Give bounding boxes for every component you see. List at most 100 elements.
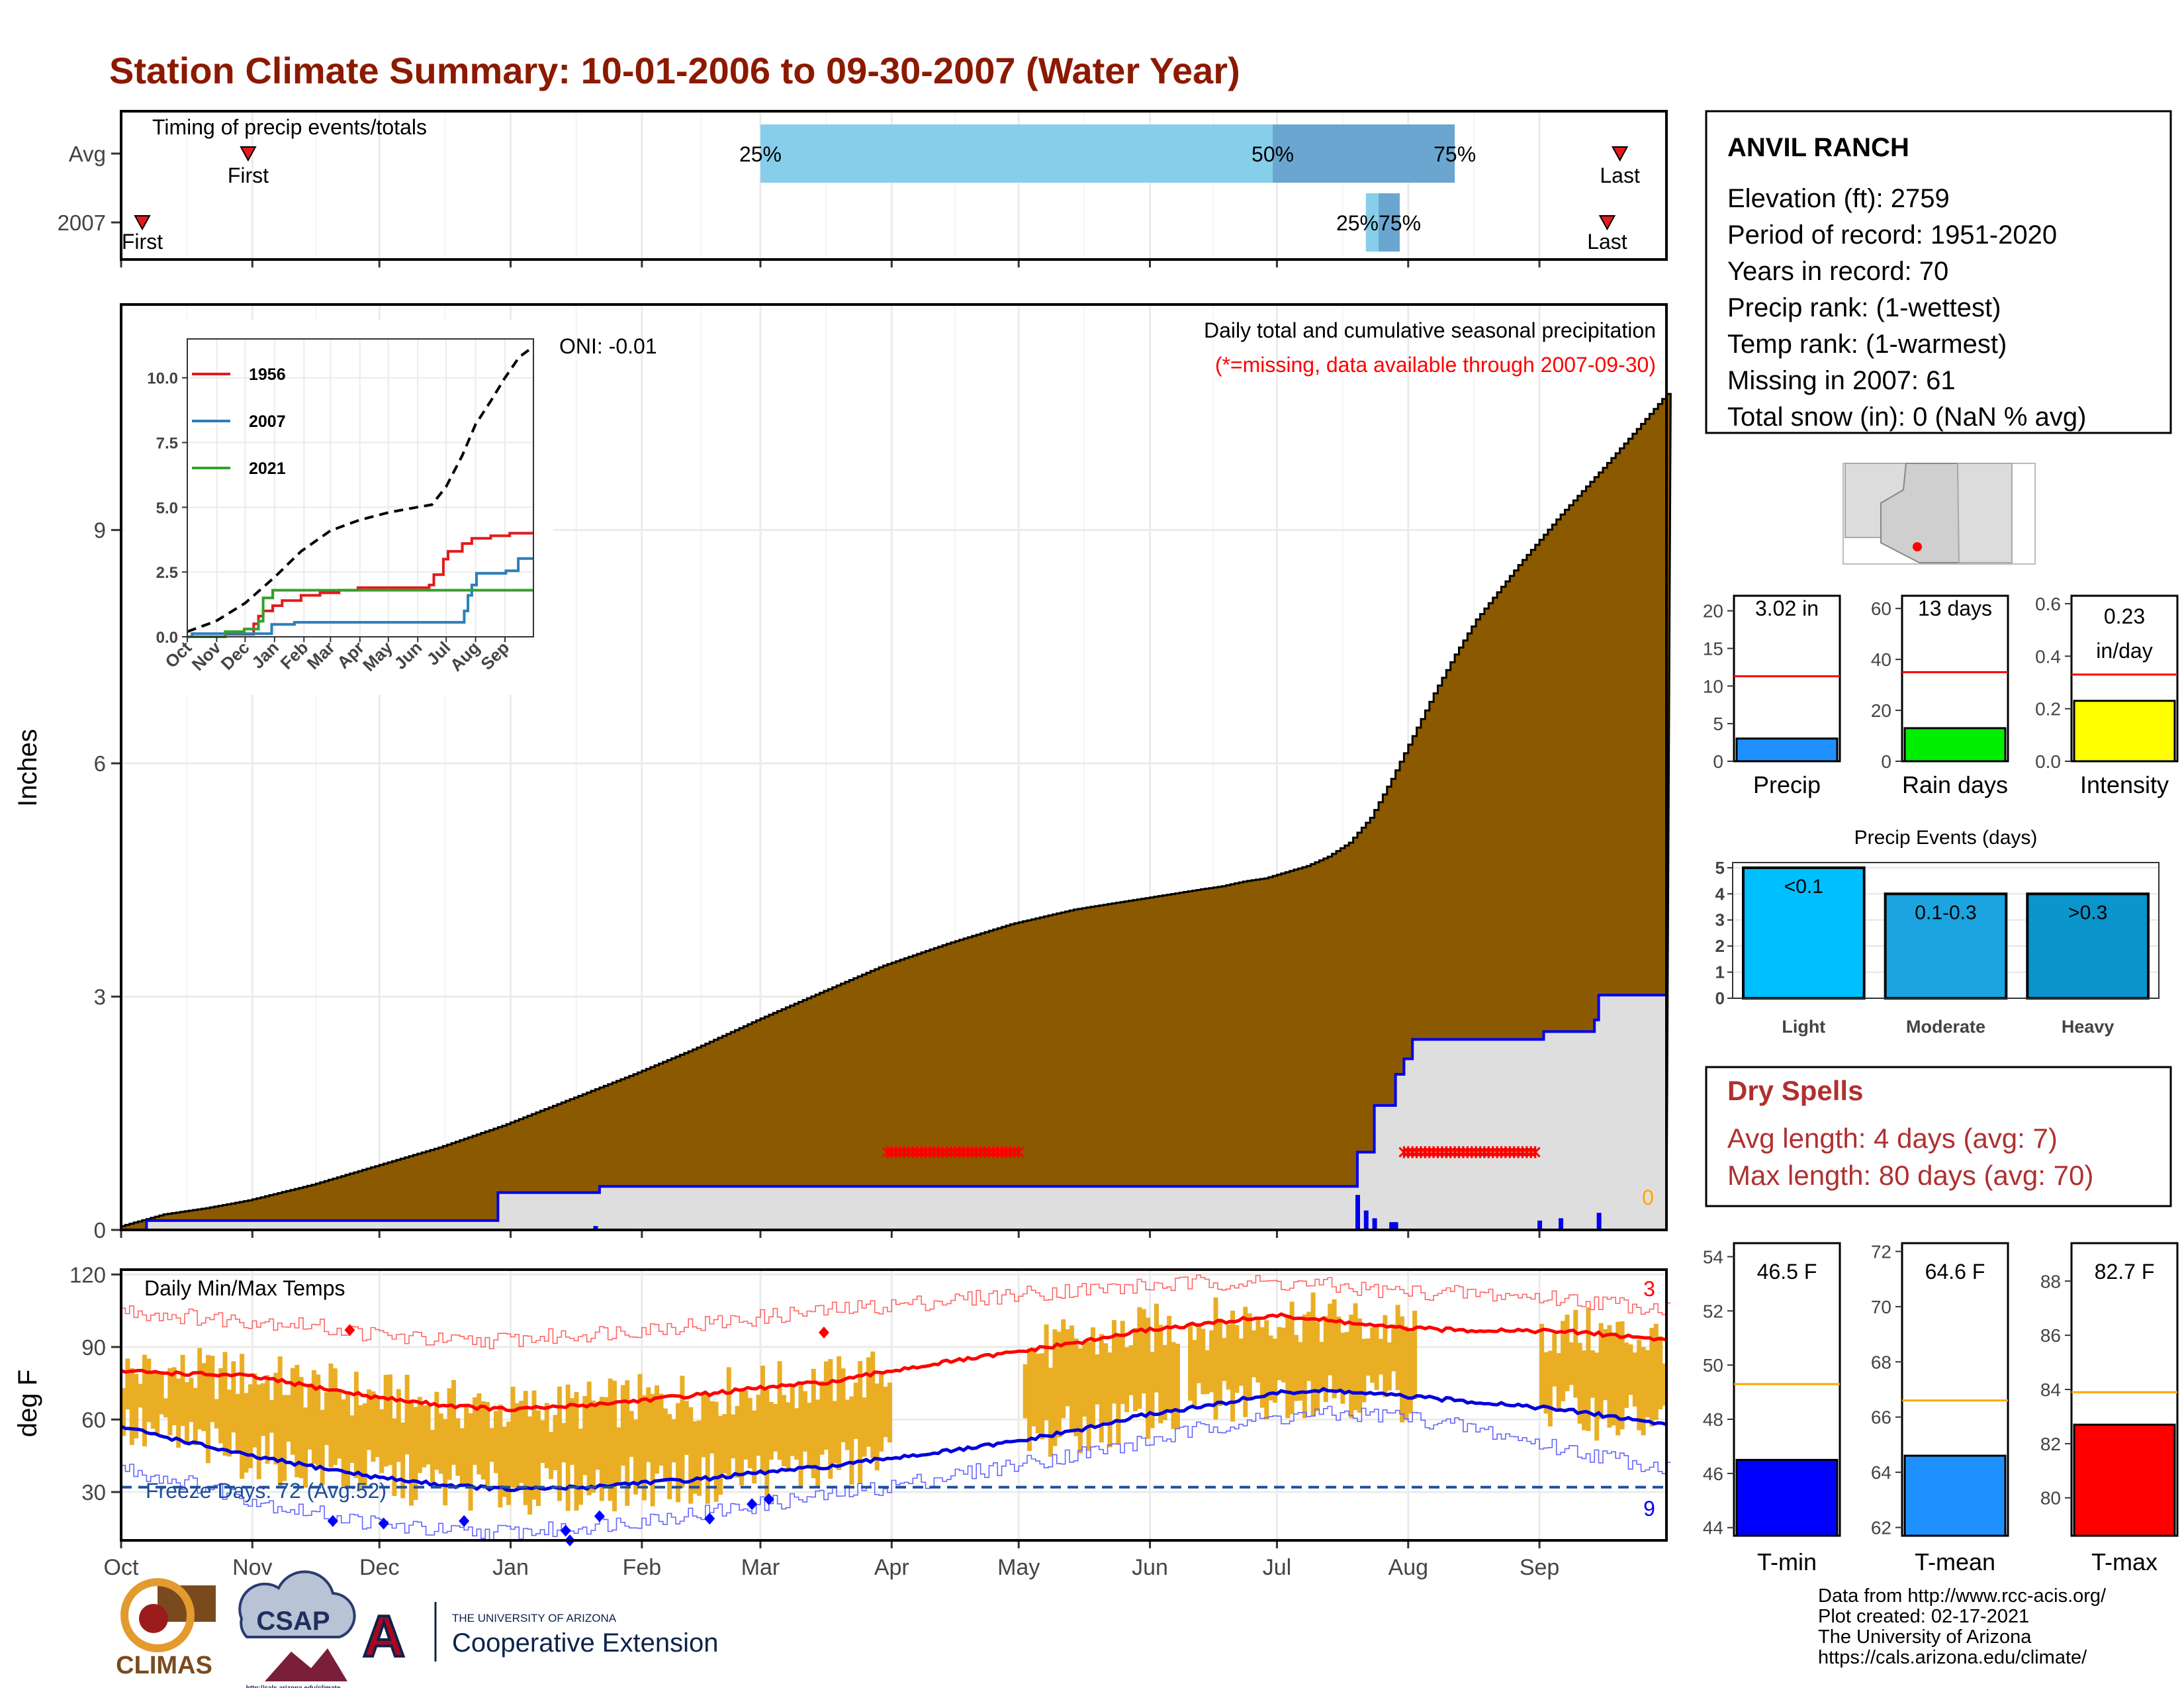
daily-temp-bar [591, 1400, 596, 1493]
y2007-first-label: First [122, 230, 163, 254]
daily-temp-bar [345, 1392, 351, 1488]
csap-logo-cloud [238, 1570, 356, 1638]
daily-temp-bar [1069, 1325, 1074, 1430]
month-label: Jul [1263, 1555, 1291, 1580]
daily-temp-bar [1023, 1364, 1028, 1419]
daily-temp-bar [205, 1354, 210, 1464]
daily-temp-bar [332, 1368, 338, 1466]
daily-temp-bar [1615, 1321, 1621, 1436]
daily-temp-bar [1205, 1350, 1210, 1394]
daily-temp-bar [1586, 1307, 1591, 1431]
daily-temp-bar [1259, 1327, 1265, 1408]
events-bar-label: <0.1 [1784, 876, 1823, 898]
record-low-count: 9 [1643, 1497, 1655, 1521]
daily-temp-bar [1167, 1315, 1172, 1412]
precip-events-chart: Precip Events (days) 0 1 2 3 4 5 <0.1 Light 0.1-0… [1715, 827, 2160, 1037]
precip-total-frame [1733, 594, 1841, 763]
daily-temp-bar [480, 1401, 486, 1480]
daily-precip-bar [1355, 1195, 1360, 1230]
daily-temp-bar [146, 1358, 152, 1423]
daily-temp-bar [586, 1382, 592, 1495]
record-low-marker [594, 1510, 605, 1523]
daily-temp-bar [1255, 1317, 1261, 1383]
daily-temp-bar [671, 1419, 676, 1463]
daily-precip-bar [1372, 1218, 1377, 1230]
daily-temp-bar [879, 1374, 884, 1452]
station-info-line: Total snow (in): 0 (NaN % avg) [1727, 402, 2086, 432]
daily-temp-bar [1031, 1347, 1036, 1427]
intensity-value-label: 0.23 [2104, 604, 2145, 628]
precip-total-y-tick-label: 20 [1703, 601, 1723, 622]
daily-temp-bar [269, 1399, 274, 1433]
daily-temp-bar [447, 1388, 452, 1480]
daily-temp-bar [201, 1363, 206, 1432]
t-max-value-label: 82.7 F [2095, 1260, 2155, 1284]
station-info-line: Missing in 2007: 61 [1727, 366, 1956, 395]
avg-p75-label: 75% [1433, 142, 1476, 166]
t-mean-y-tick-label: 68 [1871, 1352, 1891, 1372]
daily-temp-bar [781, 1395, 786, 1467]
daily-temp-bar [451, 1380, 456, 1465]
daily-temp-bar [1285, 1317, 1291, 1419]
daily-temp-bar [1234, 1325, 1240, 1393]
daily-temp-bar [1150, 1352, 1155, 1429]
timing-panel: 25% 50% 75% 25%75% First Last First Last Timing … [58, 110, 1668, 267]
daily-temp-bar [523, 1391, 528, 1505]
daily-temp-bar [1196, 1326, 1201, 1383]
daily-temp-bar [1306, 1311, 1312, 1382]
daily-temp-bar [874, 1383, 880, 1471]
station-info-line: Precip rank: (1-wettest) [1727, 293, 2001, 322]
daily-temp-bar [1395, 1305, 1400, 1390]
record-low-line [121, 1405, 1671, 1542]
daily-temp-bar [1370, 1327, 1375, 1383]
daily-temp-bar [1412, 1311, 1418, 1399]
credits: Data from http://www.rcc-acis.org/Plot c… [1818, 1585, 2107, 1668]
daily-temp-bar [1391, 1324, 1396, 1372]
y2007-last-marker [1598, 215, 1616, 231]
daily-temp-bar [159, 1371, 164, 1415]
daily-temp-bar [883, 1386, 888, 1437]
daily-temp-bar [1056, 1331, 1062, 1438]
daily-temp-bar [404, 1374, 410, 1455]
daily-temp-bar [633, 1419, 639, 1495]
precip-y-tick-label: 0 [94, 1218, 106, 1243]
events-y-tick-label: 5 [1715, 858, 1725, 878]
daily-temp-bar [655, 1385, 660, 1474]
events-frame [1732, 862, 2160, 999]
t-min-y-tick-label: 46 [1703, 1464, 1723, 1484]
daily-temp-bar [485, 1401, 490, 1485]
daily-temp-bar [1238, 1338, 1244, 1386]
daily-temp-bar [1132, 1328, 1138, 1411]
t-min-y-tick-label: 44 [1703, 1518, 1723, 1538]
precip-y-axis-label: Inches [13, 729, 42, 807]
t-min-value-label: 46.5 F [1757, 1260, 1817, 1284]
daily-temp-bar [1624, 1342, 1629, 1408]
daily-temp-bar [1573, 1309, 1578, 1398]
daily-temp-bar [853, 1382, 858, 1439]
daily-temp-bar [705, 1393, 710, 1504]
oni-label: ONI: -0.01 [559, 334, 657, 358]
y2007-percentile-labels: 25%75% [1336, 211, 1421, 235]
rain-days-y-tick-label: 40 [1871, 649, 1891, 670]
daily-temp-bar [798, 1383, 803, 1488]
temperature-panel: Daily Min/Max Temps Freeze Days: 72 (Avg:… [13, 1262, 1671, 1580]
daily-temp-bar [1653, 1323, 1659, 1420]
record-high-marker [344, 1324, 355, 1336]
daily-temp-bar [1374, 1324, 1379, 1390]
daily-temp-bar [1048, 1368, 1053, 1457]
daily-temp-bar [311, 1370, 316, 1464]
daily-temp-bar [392, 1418, 397, 1496]
daily-temp-bar [244, 1393, 249, 1473]
daily-temp-bar [197, 1348, 203, 1430]
ua-logo-bottom-text: Cooperative Extension [452, 1628, 718, 1658]
dry-spell-marker [1529, 1146, 1541, 1158]
precip-inset-chart: 0.02.55.07.510.0OctNovDecJanFebMarAprMay… [124, 320, 553, 695]
inset-y-tick-label: 7.5 [156, 435, 178, 453]
daily-temp-bar [337, 1391, 342, 1459]
daily-temp-bar [316, 1374, 321, 1468]
precip-total-y-tick-label: 0 [1713, 751, 1723, 772]
station-info-box: ANVIL RANCH Elevation (ft): 2759 Period of… [1705, 110, 2172, 434]
daily-temp-bar [489, 1428, 494, 1462]
daily-temp-bar [320, 1409, 325, 1485]
daily-temp-bar [417, 1397, 422, 1474]
